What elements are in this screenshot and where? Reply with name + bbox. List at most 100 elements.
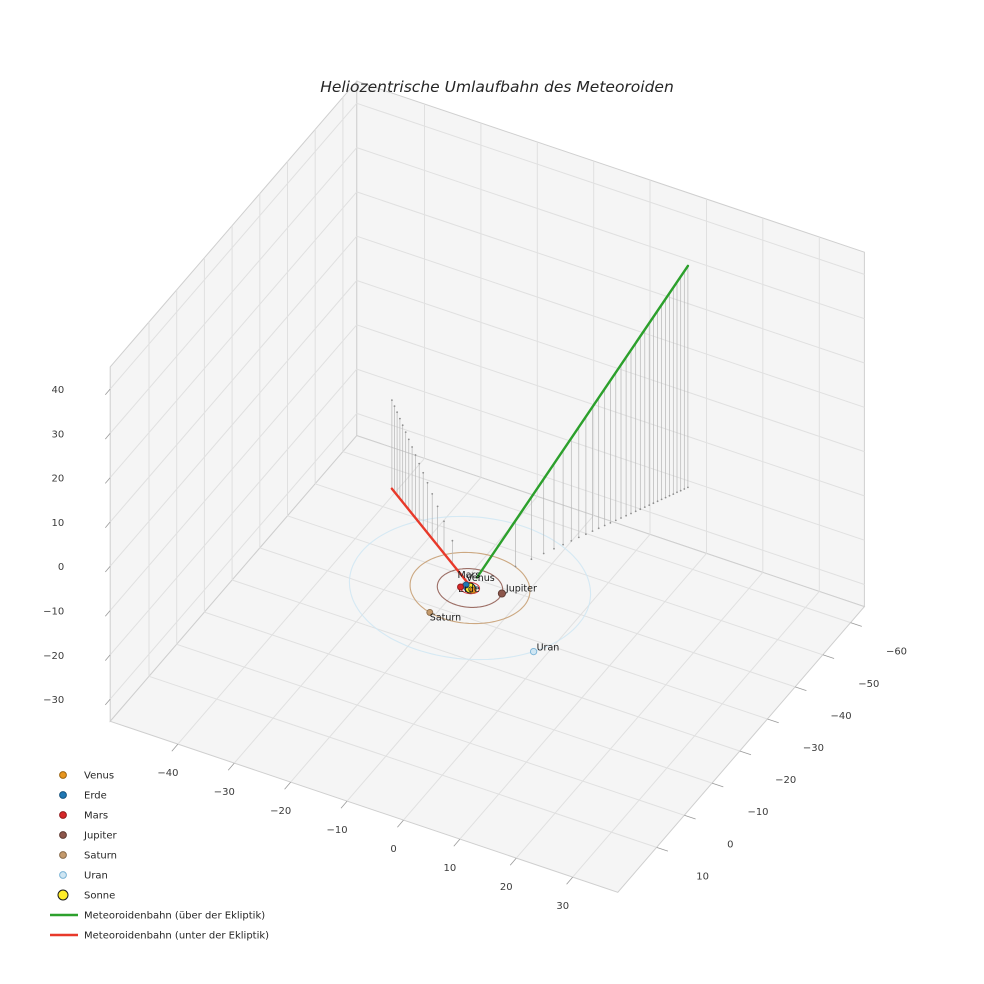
planet-label-venus: Venus [466, 573, 495, 584]
trajectory-stems [391, 265, 689, 568]
tick-x [171, 743, 179, 752]
gridline-z [109, 368, 358, 656]
tick-x [566, 876, 574, 885]
tick-label-y: −20 [775, 775, 796, 786]
stem-base-dot [514, 565, 517, 568]
orbit-uran [348, 515, 592, 661]
tick-label-y: −10 [747, 807, 768, 818]
tick-label-y: −50 [858, 679, 879, 690]
gridline-z [109, 235, 358, 523]
planet-label-uran: Uran [537, 643, 560, 654]
stem-base-dot [603, 524, 606, 527]
gridline-z [109, 413, 358, 700]
legend-label: Venus [84, 771, 114, 782]
legend-label: Jupiter [83, 831, 117, 842]
tick-z [104, 388, 111, 396]
stem-base-dot [393, 405, 396, 407]
gridline-y [342, 451, 851, 624]
stem-base-dot [418, 462, 421, 465]
stem-base-dot [407, 438, 410, 441]
axes-panes [109, 79, 866, 893]
gridline-x [515, 572, 764, 859]
legend-dot-swatch [59, 771, 67, 779]
tick-label-z: 20 [51, 474, 64, 485]
stem-base-dot [639, 508, 642, 511]
stem-base-dot [414, 454, 417, 456]
legend-dot-swatch [57, 889, 69, 901]
tick-label-z: −30 [43, 695, 64, 706]
stem-base-dot [577, 536, 580, 539]
gridline-y [204, 611, 713, 784]
tick-label-z: 0 [58, 562, 64, 573]
gridline-y [231, 579, 740, 752]
legend-dot-swatch [59, 811, 67, 819]
gridline-x [403, 534, 651, 821]
tick-z [104, 565, 111, 573]
stem-base-dot [426, 481, 429, 484]
legend-item: Jupiter [59, 831, 117, 842]
stem-base-dot [668, 494, 671, 497]
axis-tick-labels: −40 −30 −20 −10 0 10 20 30 −60 −50 −40 −30 −20 −10 0 10… [43, 385, 907, 912]
stem-base-dot [396, 411, 398, 414]
tick-label-x: −30 [214, 787, 235, 798]
orbit-jupiter [436, 568, 504, 608]
gridline-y [315, 483, 823, 656]
gridline-z [109, 324, 358, 611]
stem-base-dot [530, 558, 533, 561]
tick-y [767, 718, 779, 724]
chart-title: Heliozentrische Umlaufbahn des Meteoroid… [320, 78, 674, 96]
stem-base-dot [562, 543, 564, 546]
tick-label-z: −10 [43, 607, 64, 618]
stem-base-dot [591, 530, 594, 532]
gridline-z [356, 235, 865, 408]
tick-z [104, 698, 111, 706]
tick-label-z: 40 [51, 385, 64, 396]
tick-label-x: −20 [270, 806, 291, 817]
stem-base-dot [422, 471, 425, 474]
stem-base-dot [643, 506, 646, 508]
gridline-x [233, 477, 482, 764]
stem-base-dot [634, 510, 637, 513]
gridline-y [259, 547, 768, 720]
planet-label-jupiter: Jupiter [505, 584, 537, 595]
gridline-z [356, 280, 865, 453]
planet-marker-saturn [426, 608, 434, 616]
gridline-z [109, 147, 358, 434]
tick-label-z: −20 [43, 651, 64, 662]
tick-label-y: −40 [831, 711, 852, 722]
tick-x [227, 762, 235, 771]
legend-label: Sonne [84, 891, 115, 902]
gridline-z [356, 102, 865, 275]
planet-marker-uran [529, 647, 538, 656]
gridline-y [176, 643, 685, 816]
planet-label-saturn: Saturn [430, 612, 461, 623]
legend-item: Uran [59, 871, 108, 882]
stem-base-dot [676, 491, 678, 494]
tick-label-x: 20 [500, 882, 513, 893]
gridline-z [109, 102, 358, 390]
tick-label-y: 10 [696, 871, 709, 882]
gridline-z [109, 280, 358, 567]
stem-base-dot [411, 446, 413, 448]
stem-base-dot [553, 547, 555, 550]
gridline-x [572, 591, 820, 878]
gridline-x [346, 515, 595, 802]
stem-base-dot [660, 498, 663, 501]
stem-base-dot [570, 540, 573, 542]
legend-item: Sonne [57, 889, 115, 902]
tick-y [794, 686, 807, 691]
tick-label-y: −60 [886, 647, 907, 658]
tick-z [104, 477, 111, 484]
stem-base-dot [609, 522, 612, 524]
planet-marker-jupiter [497, 589, 506, 598]
stem-base-dot [672, 493, 675, 495]
tick-x [397, 819, 404, 828]
tick-label-x: 30 [556, 901, 569, 912]
tick-x [509, 857, 517, 866]
legend-label: Meteoroidenbahn (unter der Ekliptik) [84, 931, 269, 942]
legend-item: Venus [59, 771, 114, 782]
trajectory-below-ecliptic [390, 487, 474, 591]
gridline-z [109, 191, 358, 478]
